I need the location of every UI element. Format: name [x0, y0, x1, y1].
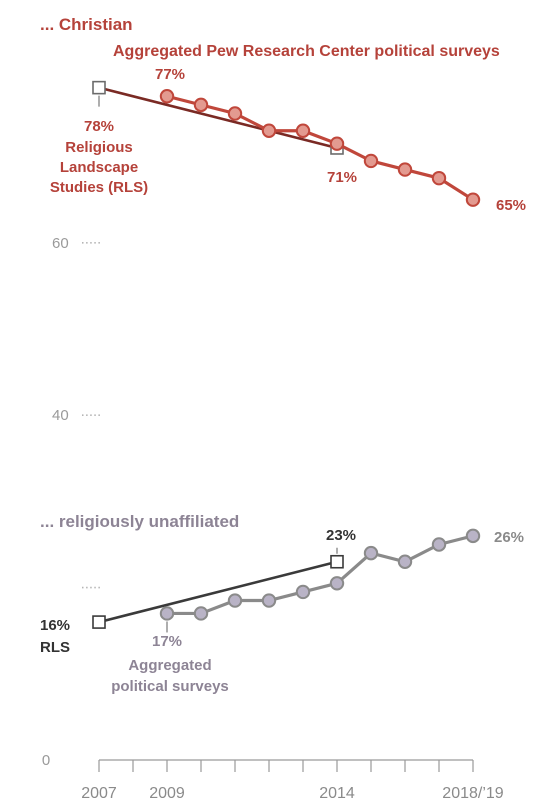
- x-axis: 2007 2009 2014 2018/’19: [81, 759, 504, 800]
- christian-survey-point: [159, 89, 175, 104]
- y-tick-label-0: 0: [42, 752, 50, 769]
- unaffiliated-survey-point: [431, 537, 447, 552]
- christian-survey-point: [397, 162, 413, 177]
- unaffiliated-survey-point: [397, 554, 413, 569]
- unaffiliated-survey-point: [159, 606, 175, 621]
- unaffiliated-rls-end-label: 23%: [326, 527, 356, 544]
- unaffiliated-survey-point: [227, 593, 243, 608]
- grid: 60 40 0: [42, 235, 100, 769]
- label-layer: ... Christian Aggregated Pew Research Cen…: [40, 15, 526, 695]
- unaffiliated-rls-line: [98, 560, 338, 624]
- unaffiliated-survey-point: [363, 545, 379, 561]
- christian-survey-point: [363, 153, 379, 169]
- christian-survey-point: [295, 123, 311, 138]
- y-tick-label-40: 40: [52, 407, 69, 424]
- christian-surveys-name: Aggregated Pew Research Center political…: [113, 43, 500, 60]
- christian-rls-name-line: Landscape: [60, 159, 138, 176]
- unaffiliated-surveys-end-label: 26%: [494, 529, 524, 546]
- y-tick-label-60: 60: [52, 235, 69, 252]
- unaffiliated-rls-point: [92, 615, 106, 629]
- christian-rls-start-label: 78%: [84, 118, 114, 135]
- christian-surveys-start-label: 77%: [155, 66, 185, 83]
- unaffiliated-survey-point: [329, 576, 345, 591]
- unaffiliated-survey-point: [261, 593, 277, 608]
- christian-rls-line: [98, 86, 338, 150]
- unaffiliated-rls-name: RLS: [40, 639, 70, 656]
- unaffiliated-surveys-name-line: political surveys: [111, 678, 229, 695]
- clipped-header: [0, 0, 553, 4]
- christian-survey-point: [329, 136, 345, 151]
- unaffiliated-rls-start-label: 16%: [40, 617, 70, 634]
- x-tick-label-2018: 2018/’19: [442, 785, 503, 800]
- unaffiliated-group-title: ... religiously unaffiliated: [40, 512, 239, 531]
- christian-rls-end-label: 71%: [327, 169, 357, 186]
- unaffiliated-survey-point: [465, 528, 481, 544]
- series-layer: [92, 80, 481, 629]
- unaffiliated-rls-point: [330, 554, 344, 569]
- x-tick-label-2009: 2009: [149, 785, 185, 800]
- unaffiliated-survey-line: [167, 534, 474, 616]
- christian-rls-name-line: Religious: [65, 139, 133, 156]
- unaffiliated-survey-point: [193, 606, 209, 621]
- christian-survey-point: [193, 97, 209, 113]
- unaffiliated-surveys-name-line: Aggregated: [128, 657, 211, 674]
- x-tick-label-2007: 2007: [81, 785, 117, 800]
- christian-group-title: ... Christian: [40, 15, 133, 34]
- christian-survey-point: [465, 192, 481, 207]
- unaffiliated-survey-point: [295, 584, 311, 600]
- christian-survey-point: [227, 106, 243, 121]
- unaffiliated-surveys-start-label: 17%: [152, 633, 182, 650]
- christian-rls-point: [92, 80, 106, 95]
- christian-survey-line: [166, 94, 474, 202]
- christian-survey-point: [431, 170, 447, 186]
- christian-rls-name-line: Studies (RLS): [50, 179, 148, 196]
- christian-surveys-end-label: 65%: [496, 197, 526, 214]
- christian-survey-point: [261, 123, 277, 138]
- x-tick-label-2014: 2014: [319, 785, 355, 800]
